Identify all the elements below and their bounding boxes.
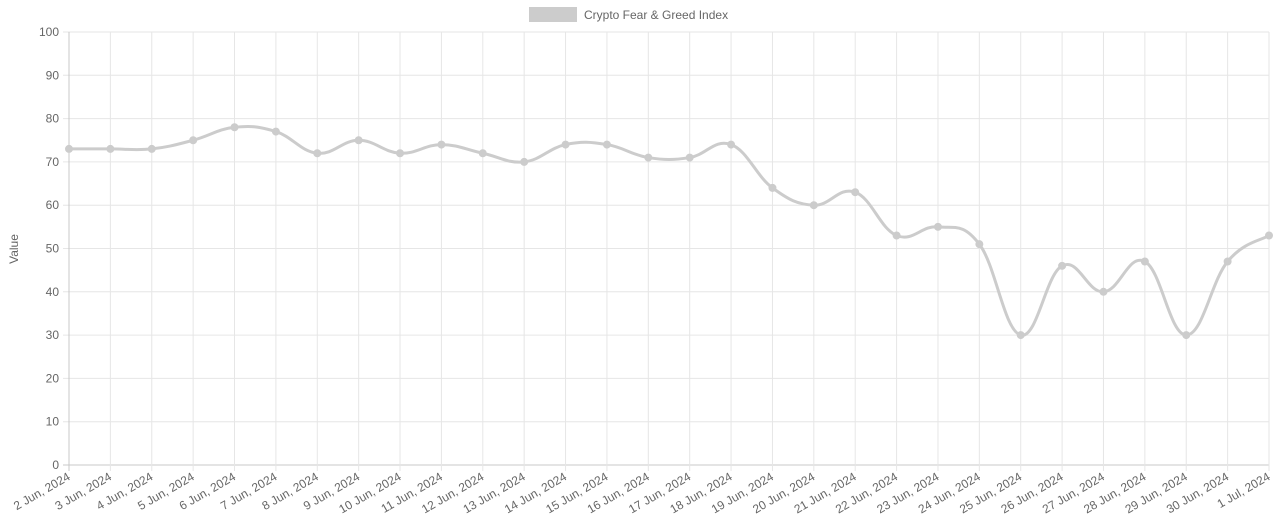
data-point[interactable] — [106, 144, 115, 153]
data-point[interactable] — [189, 136, 198, 145]
data-point[interactable] — [230, 123, 239, 132]
data-point[interactable] — [147, 144, 156, 153]
legend-label: Crypto Fear & Greed Index — [584, 8, 728, 22]
data-point[interactable] — [1016, 331, 1025, 340]
data-point[interactable] — [1099, 287, 1108, 296]
data-point[interactable] — [975, 240, 984, 249]
y-axis-title: Value — [7, 234, 21, 264]
y-tick-label: 20 — [46, 371, 60, 385]
y-tick-label: 70 — [46, 155, 60, 169]
data-point[interactable] — [313, 149, 322, 158]
data-point[interactable] — [1058, 261, 1067, 270]
y-tick-label: 80 — [46, 112, 60, 126]
data-point[interactable] — [271, 127, 280, 136]
y-tick-label: 90 — [46, 68, 60, 82]
data-point[interactable] — [1182, 331, 1191, 340]
y-tick-label: 50 — [46, 242, 60, 256]
y-tick-label: 60 — [46, 198, 60, 212]
data-point[interactable] — [1223, 257, 1232, 266]
data-point[interactable] — [396, 149, 405, 158]
data-point[interactable] — [437, 140, 446, 149]
series-crypto-fear-greed — [65, 123, 1273, 340]
y-tick-label: 0 — [52, 458, 59, 472]
y-tick-label: 100 — [39, 25, 59, 39]
data-point[interactable] — [561, 140, 570, 149]
data-point[interactable] — [1265, 231, 1273, 240]
data-point[interactable] — [851, 188, 860, 197]
data-point[interactable] — [727, 140, 736, 149]
data-point[interactable] — [809, 201, 818, 210]
y-tick-label: 40 — [46, 285, 60, 299]
data-point[interactable] — [892, 231, 901, 240]
data-point[interactable] — [520, 157, 529, 166]
data-point[interactable] — [602, 140, 611, 149]
data-point[interactable] — [768, 183, 777, 192]
legend-swatch — [529, 7, 577, 22]
grid — [63, 31, 1270, 471]
y-tick-label: 30 — [46, 328, 60, 342]
data-point[interactable] — [933, 222, 942, 231]
series-line — [69, 124, 1270, 337]
data-point[interactable] — [644, 153, 653, 162]
data-point[interactable] — [685, 153, 694, 162]
data-point[interactable] — [1140, 257, 1149, 266]
y-tick-label: 10 — [46, 415, 60, 429]
y-axis-ticks: 0 10 20 30 40 50 60 70 80 90 100 — [39, 25, 59, 472]
data-point[interactable] — [354, 136, 363, 145]
data-point[interactable] — [65, 144, 73, 153]
legend[interactable]: Crypto Fear & Greed Index — [529, 7, 728, 22]
data-point[interactable] — [478, 149, 487, 158]
